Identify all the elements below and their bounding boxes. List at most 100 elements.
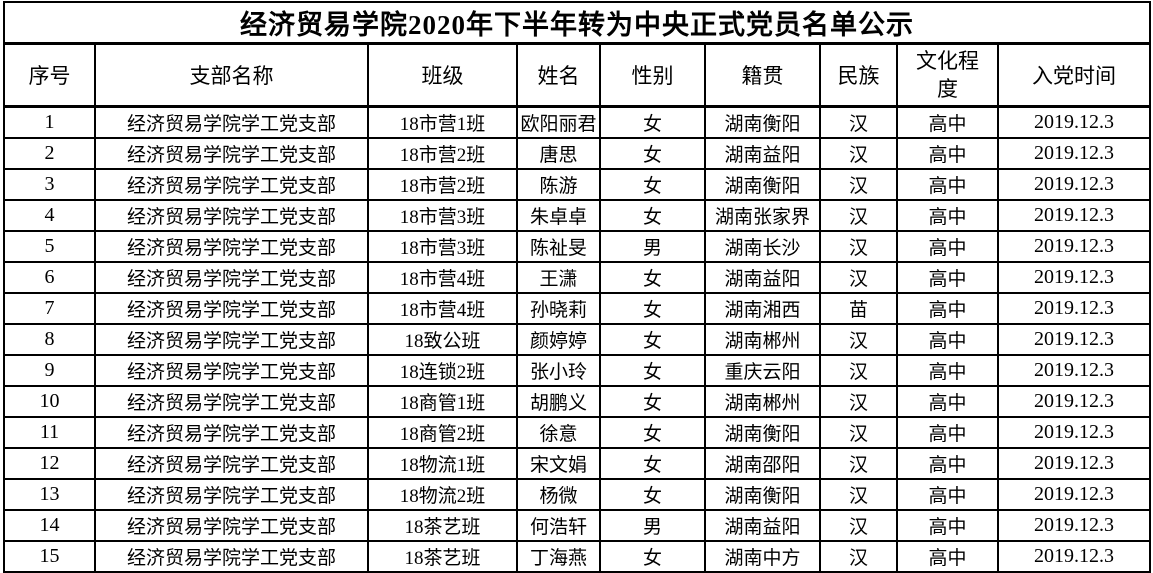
table-row: 10 经济贸易学院学工党支部 18商管1班 胡鹏义女湖南郴州汉高中 2019.12.3 xyxy=(3,385,1152,418)
cell-class: 18市营2班 xyxy=(367,137,518,170)
cell-class: 18物流1班 xyxy=(367,447,518,480)
cell-gender: 女 xyxy=(599,168,706,201)
title-row: 经济贸易学院2020年下半年转为中央正式党员名单公示 xyxy=(2,1,1152,45)
cell-branch: 经济贸易学院学工党支部 xyxy=(94,354,369,387)
cell-branch: 经济贸易学院学工党支部 xyxy=(94,168,369,201)
cell-education: 高中 xyxy=(896,447,999,480)
table-row: 6 经济贸易学院学工党支部 18市营4班 王潇女湖南益阳汉高中 2019.12.3 xyxy=(3,261,1152,294)
cell-name: 陈游 xyxy=(516,168,601,201)
cell-join_date: 2019.12.3 xyxy=(996,447,1152,480)
cell-education: 高中 xyxy=(896,230,999,263)
cell-index: 10 xyxy=(3,385,96,418)
cell-hometown: 湖南湘西 xyxy=(704,292,821,325)
cell-gender: 女 xyxy=(599,478,706,511)
cell-education: 高中 xyxy=(896,168,999,201)
table-row: 1 经济贸易学院学工党支部 18市营1班 欧阳丽君女湖南衡阳汉高中 2019.12.3 xyxy=(3,105,1152,139)
cell-ethnicity: 苗 xyxy=(819,292,898,325)
column-header-gender: 性别 xyxy=(599,42,706,108)
cell-education: 高中 xyxy=(896,509,999,542)
cell-gender: 女 xyxy=(599,447,706,480)
cell-name: 朱卓卓 xyxy=(516,199,601,232)
table-row: 5 经济贸易学院学工党支部 18市营3班 陈祉旻男湖南长沙汉高中 2019.12.3 xyxy=(3,230,1152,263)
cell-gender: 女 xyxy=(599,323,706,356)
cell-index: 12 xyxy=(3,447,96,480)
page-title: 经济贸易学院2020年下半年转为中央正式党员名单公示 xyxy=(2,1,1152,45)
table-row: 15 经济贸易学院学工党支部 18茶艺班 丁海燕女湖南中方汉高中 2019.12.3 xyxy=(3,540,1152,573)
cell-hometown: 湖南中方 xyxy=(704,540,821,573)
cell-education: 高中 xyxy=(896,105,999,139)
cell-ethnicity: 汉 xyxy=(819,105,898,139)
cell-join_date: 2019.12.3 xyxy=(996,168,1152,201)
cell-join_date: 2019.12.3 xyxy=(996,540,1152,573)
column-header-label: 籍贯 xyxy=(741,64,784,88)
cell-join_date: 2019.12.3 xyxy=(996,509,1152,542)
cell-hometown: 湖南郴州 xyxy=(704,323,821,356)
cell-class: 18商管1班 xyxy=(367,385,518,418)
cell-name: 宋文娟 xyxy=(516,447,601,480)
cell-gender: 男 xyxy=(599,230,706,263)
cell-education: 高中 xyxy=(896,137,999,170)
cell-ethnicity: 汉 xyxy=(819,385,898,418)
column-header-label: 民族 xyxy=(837,64,880,88)
cell-index: 7 xyxy=(3,292,96,325)
cell-ethnicity: 汉 xyxy=(819,137,898,170)
table-row: 12 经济贸易学院学工党支部 18物流1班 宋文娟女湖南邵阳汉高中 2019.12.3 xyxy=(3,447,1152,480)
cell-class: 18茶艺班 xyxy=(367,509,518,542)
cell-hometown: 湖南衡阳 xyxy=(704,478,821,511)
cell-hometown: 湖南衡阳 xyxy=(704,105,821,139)
cell-join_date: 2019.12.3 xyxy=(996,354,1152,387)
cell-gender: 女 xyxy=(599,354,706,387)
cell-hometown: 重庆云阳 xyxy=(704,354,821,387)
cell-branch: 经济贸易学院学工党支部 xyxy=(94,261,369,294)
cell-hometown: 湖南益阳 xyxy=(704,137,821,170)
cell-hometown: 湖南张家界 xyxy=(704,199,821,232)
cell-name: 王潇 xyxy=(516,261,601,294)
cell-class: 18市营4班 xyxy=(367,261,518,294)
column-header-label: 序号 xyxy=(28,64,71,88)
table-row: 3 经济贸易学院学工党支部 18市营2班 陈游女湖南衡阳汉高中 2019.12.3 xyxy=(3,168,1152,201)
cell-hometown: 湖南长沙 xyxy=(704,230,821,263)
cell-name: 杨微 xyxy=(516,478,601,511)
cell-name: 丁海燕 xyxy=(516,540,601,573)
cell-branch: 经济贸易学院学工党支部 xyxy=(94,509,369,542)
column-header-label: 性别 xyxy=(631,64,674,88)
column-header-index: 序号 xyxy=(3,42,96,108)
column-header-name: 姓名 xyxy=(516,42,601,108)
column-header-label: 姓名 xyxy=(537,64,580,88)
cell-education: 高中 xyxy=(896,540,999,573)
cell-branch: 经济贸易学院学工党支部 xyxy=(94,292,369,325)
cell-name: 胡鹏义 xyxy=(516,385,601,418)
cell-class: 18物流2班 xyxy=(367,478,518,511)
column-header-ethnicity: 民族 xyxy=(819,42,898,108)
cell-name: 何浩轩 xyxy=(516,509,601,542)
cell-education: 高中 xyxy=(896,261,999,294)
cell-join_date: 2019.12.3 xyxy=(996,478,1152,511)
cell-branch: 经济贸易学院学工党支部 xyxy=(94,478,369,511)
cell-gender: 女 xyxy=(599,540,706,573)
cell-index: 4 xyxy=(3,199,96,232)
cell-hometown: 湖南邵阳 xyxy=(704,447,821,480)
column-header-education: 文化程度 xyxy=(896,42,999,108)
cell-index: 5 xyxy=(3,230,96,263)
cell-branch: 经济贸易学院学工党支部 xyxy=(94,137,369,170)
cell-name: 颜婷婷 xyxy=(516,323,601,356)
cell-name: 徐意 xyxy=(516,416,601,449)
cell-index: 8 xyxy=(3,323,96,356)
column-header-hometown: 籍贯 xyxy=(704,42,821,108)
cell-index: 15 xyxy=(3,540,96,573)
cell-ethnicity: 汉 xyxy=(819,509,898,542)
cell-class: 18商管2班 xyxy=(367,416,518,449)
cell-branch: 经济贸易学院学工党支部 xyxy=(94,230,369,263)
table-row: 14 经济贸易学院学工党支部 18茶艺班 何浩轩男湖南益阳汉高中 2019.12.3 xyxy=(3,509,1152,542)
cell-ethnicity: 汉 xyxy=(819,199,898,232)
table-row: 13 经济贸易学院学工党支部 18物流2班 杨微女湖南衡阳汉高中 2019.12.3 xyxy=(3,478,1152,511)
cell-name: 陈祉旻 xyxy=(516,230,601,263)
cell-class: 18致公班 xyxy=(367,323,518,356)
cell-gender: 女 xyxy=(599,416,706,449)
cell-ethnicity: 汉 xyxy=(819,540,898,573)
column-header-row: 序号 支部名称 班级 姓名 性别 籍贯 民族 文化程度 入党时间 xyxy=(3,42,1152,108)
cell-gender: 女 xyxy=(599,105,706,139)
cell-gender: 女 xyxy=(599,137,706,170)
cell-join_date: 2019.12.3 xyxy=(996,292,1152,325)
